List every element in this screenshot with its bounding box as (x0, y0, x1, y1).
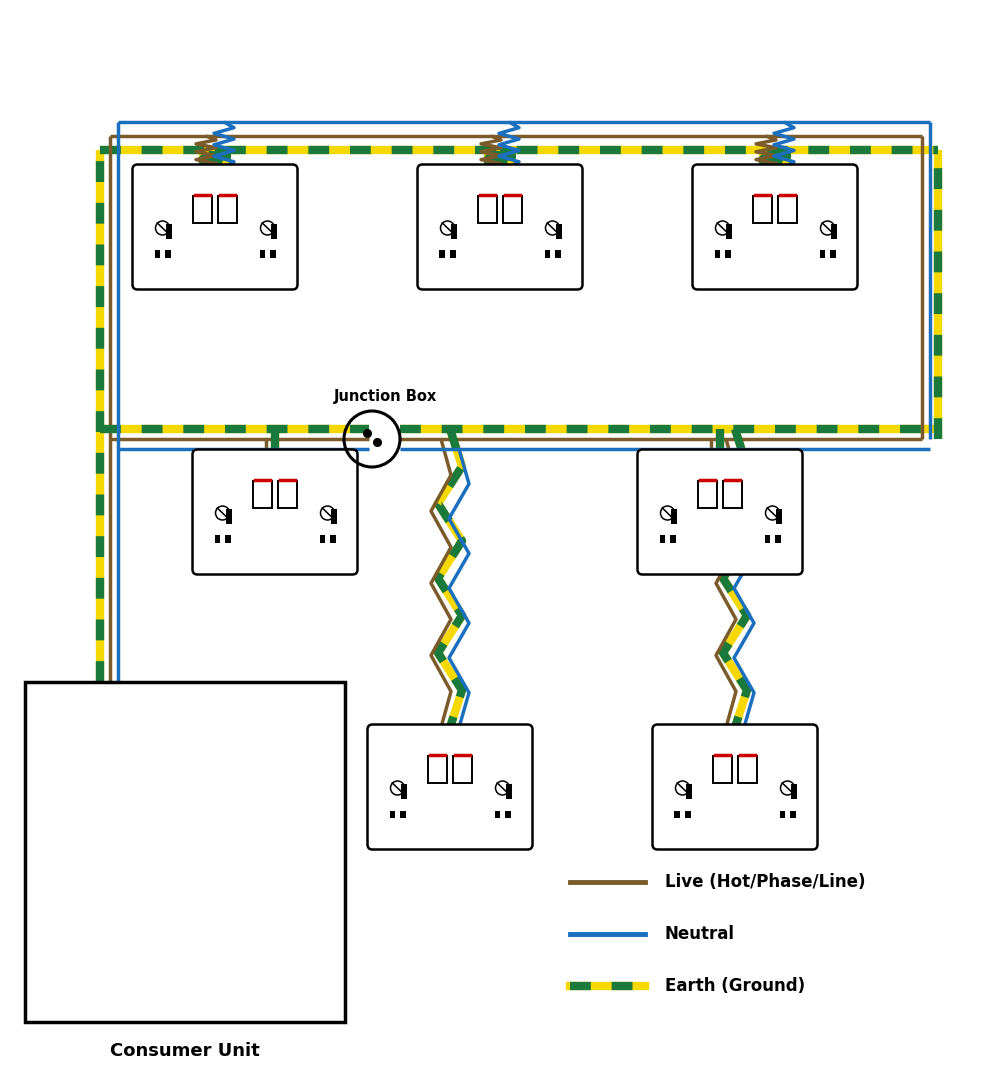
Bar (671, 509, 677, 524)
Bar (270, 251, 276, 258)
FancyBboxPatch shape (192, 449, 358, 574)
Bar (218, 196, 237, 223)
Bar (765, 535, 770, 543)
Bar (166, 224, 172, 239)
Bar (450, 251, 456, 258)
Bar (698, 481, 717, 508)
Bar (226, 509, 232, 524)
Bar (686, 784, 692, 799)
Bar (451, 224, 457, 239)
Bar (660, 535, 665, 543)
Bar (831, 224, 837, 239)
FancyBboxPatch shape (368, 725, 532, 850)
FancyBboxPatch shape (418, 165, 582, 290)
Bar (830, 251, 836, 258)
FancyBboxPatch shape (652, 725, 817, 850)
Text: Earth (Ground): Earth (Ground) (665, 977, 805, 995)
Bar (674, 811, 680, 819)
Bar (776, 509, 782, 524)
Bar (723, 481, 742, 508)
Bar (330, 535, 336, 543)
Bar (331, 509, 337, 524)
Text: Consumer Unit: Consumer Unit (110, 1043, 260, 1060)
Text: Neutral: Neutral (665, 925, 735, 943)
Bar (506, 784, 512, 799)
Bar (753, 196, 772, 223)
Text: Live (Hot/Phase/Line): Live (Hot/Phase/Line) (665, 873, 866, 891)
Bar (544, 251, 550, 258)
Bar (453, 756, 472, 783)
Bar (401, 784, 407, 799)
Bar (505, 811, 511, 819)
Bar (154, 251, 160, 258)
Bar (503, 196, 522, 223)
Bar (278, 481, 297, 508)
Bar (778, 196, 797, 223)
Bar (428, 756, 447, 783)
Bar (25, 682, 345, 1022)
Bar (260, 251, 265, 258)
Bar (555, 251, 561, 258)
Bar (320, 535, 325, 543)
Bar (670, 535, 676, 543)
Bar (726, 224, 732, 239)
Bar (714, 251, 720, 258)
Bar (775, 535, 781, 543)
Bar (478, 196, 497, 223)
Bar (253, 481, 272, 508)
Bar (820, 251, 825, 258)
Bar (713, 756, 732, 783)
Bar (494, 811, 500, 819)
Bar (214, 535, 220, 543)
Bar (780, 811, 785, 819)
Bar (791, 784, 797, 799)
Bar (725, 251, 730, 258)
FancyBboxPatch shape (638, 449, 802, 574)
Bar (439, 251, 445, 258)
Bar (400, 811, 406, 819)
FancyBboxPatch shape (692, 165, 857, 290)
Text: Junction Box: Junction Box (334, 389, 437, 404)
Bar (225, 535, 231, 543)
Bar (738, 756, 757, 783)
Bar (685, 811, 690, 819)
Bar (165, 251, 170, 258)
Bar (271, 224, 277, 239)
Bar (193, 196, 212, 223)
Bar (790, 811, 796, 819)
Bar (556, 224, 562, 239)
Bar (390, 811, 395, 819)
FancyBboxPatch shape (132, 165, 298, 290)
